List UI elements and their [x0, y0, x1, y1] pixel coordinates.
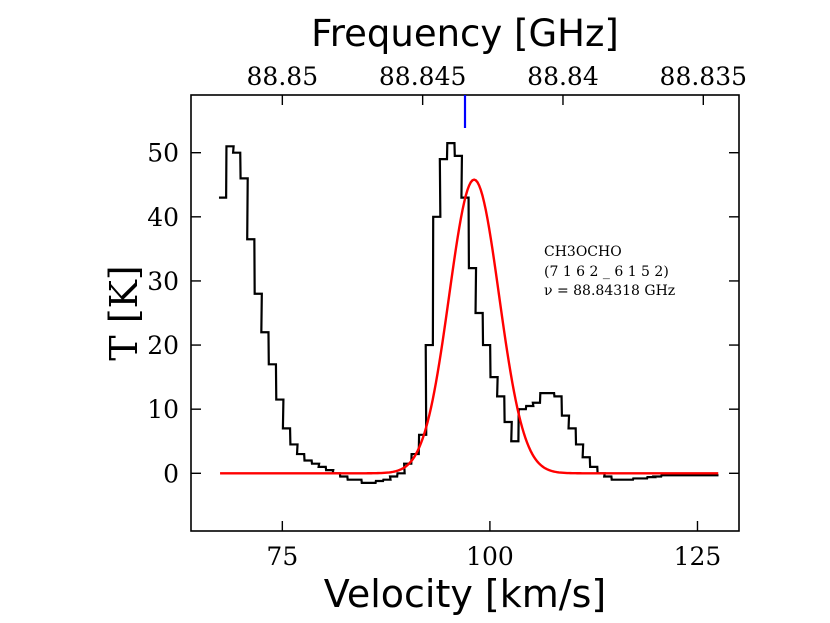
line-annotation: CH3OCHO (7 1 6 2 _ 6 1 5 2) ν = 88.84318…	[544, 244, 675, 299]
x-axis-label: Velocity [km/s]	[324, 572, 606, 616]
y-tick-label: 50	[147, 139, 179, 168]
x-tick-label: 125	[674, 542, 722, 571]
series-group	[218, 95, 719, 485]
annotation-transition: (7 1 6 2 _ 6 1 5 2)	[544, 264, 669, 280]
x2-tick-label: 88.85	[247, 62, 319, 91]
axis-ticks	[191, 95, 739, 531]
y-axis-label: T [K]	[102, 265, 146, 360]
observed-spectrum-line	[218, 141, 719, 485]
x-tick-label: 100	[466, 542, 514, 571]
x2-tick-label: 88.84	[527, 62, 599, 91]
y-tick-label: 10	[147, 395, 179, 424]
x2-tick-label: 88.845	[379, 62, 466, 91]
y-tick-label: 40	[147, 203, 179, 232]
y-tick-label: 0	[163, 459, 179, 488]
plot-frame	[190, 94, 740, 532]
x2-axis-label: Frequency [GHz]	[311, 12, 619, 55]
tick-labels: 75 100 125 0 10 20 30 40 50 88.85 88.845 88.84 88.83…	[147, 62, 747, 571]
gaussian-fit-line	[220, 178, 719, 475]
x2-tick-label: 88.835	[660, 62, 747, 91]
annotation-species: CH3OCHO	[544, 244, 622, 260]
y-tick-label: 30	[147, 267, 179, 296]
x-tick-label: 75	[266, 542, 298, 571]
y-tick-label: 20	[147, 331, 179, 360]
annotation-frequency: ν = 88.84318 GHz	[544, 283, 675, 299]
